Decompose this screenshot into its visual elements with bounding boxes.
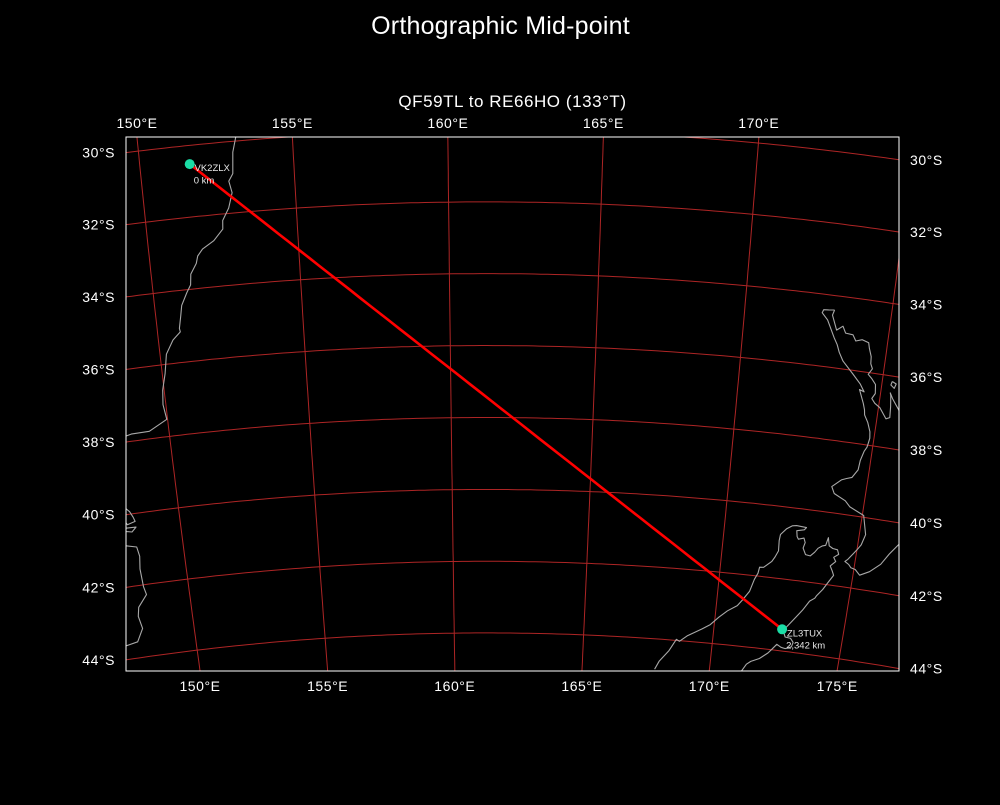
- svg-text:30°S: 30°S: [910, 152, 943, 168]
- svg-text:VK2ZLX: VK2ZLX: [195, 163, 231, 174]
- svg-text:30°S: 30°S: [82, 145, 115, 161]
- svg-text:ZL3TUX: ZL3TUX: [787, 628, 823, 639]
- svg-text:40°S: 40°S: [910, 515, 943, 531]
- svg-text:32°S: 32°S: [82, 217, 115, 233]
- svg-text:42°S: 42°S: [910, 588, 943, 604]
- svg-text:36°S: 36°S: [82, 361, 115, 377]
- svg-text:Orthographic Mid-point: Orthographic Mid-point: [371, 12, 630, 40]
- svg-text:34°S: 34°S: [910, 296, 943, 312]
- svg-text:170°E: 170°E: [738, 115, 779, 131]
- svg-text:155°E: 155°E: [272, 115, 313, 131]
- svg-text:2,342 km: 2,342 km: [786, 641, 825, 652]
- svg-text:160°E: 160°E: [427, 115, 468, 131]
- svg-text:155°E: 155°E: [307, 678, 348, 694]
- svg-text:38°S: 38°S: [910, 442, 943, 458]
- svg-text:38°S: 38°S: [82, 434, 115, 450]
- svg-text:32°S: 32°S: [910, 224, 943, 240]
- svg-text:0 km: 0 km: [194, 175, 215, 186]
- svg-text:42°S: 42°S: [82, 579, 115, 595]
- svg-text:160°E: 160°E: [434, 678, 475, 694]
- svg-text:44°S: 44°S: [910, 661, 943, 677]
- svg-text:165°E: 165°E: [561, 678, 602, 694]
- svg-text:36°S: 36°S: [910, 369, 943, 385]
- svg-text:34°S: 34°S: [82, 289, 115, 305]
- svg-text:44°S: 44°S: [82, 652, 115, 668]
- svg-text:165°E: 165°E: [583, 115, 624, 131]
- svg-text:40°S: 40°S: [82, 507, 115, 523]
- svg-text:175°E: 175°E: [817, 678, 858, 694]
- svg-text:QF59TL to RE66HO (133°T): QF59TL to RE66HO (133°T): [398, 92, 626, 111]
- svg-text:170°E: 170°E: [689, 678, 730, 694]
- svg-text:150°E: 150°E: [179, 678, 220, 694]
- svg-text:150°E: 150°E: [116, 115, 157, 131]
